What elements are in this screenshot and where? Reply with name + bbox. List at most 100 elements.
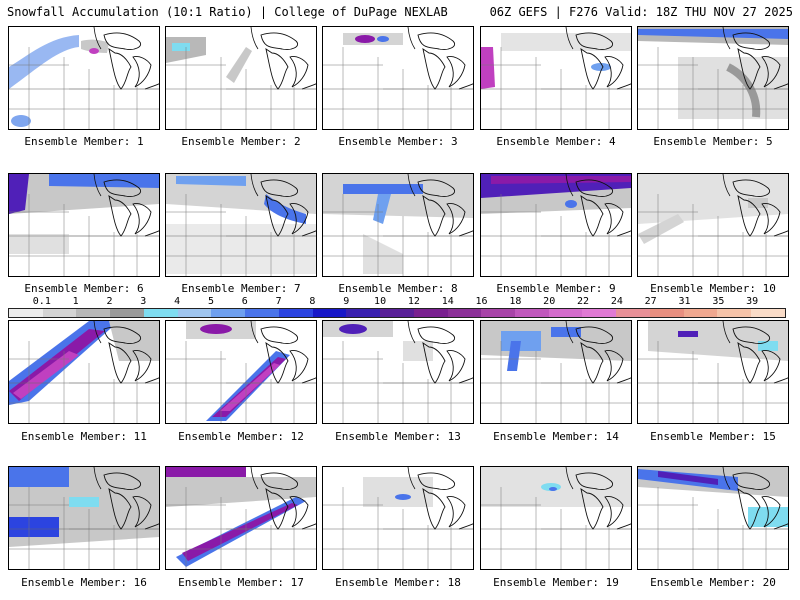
member-map-15 <box>637 320 789 424</box>
member-map-4 <box>480 26 632 130</box>
colorbar-segment <box>481 309 516 317</box>
colorbar-segment <box>717 309 752 317</box>
colorbar-segment <box>211 309 246 317</box>
snowfall-map <box>638 27 788 129</box>
snowfall-map <box>638 467 788 569</box>
colorbar-segment <box>380 309 414 317</box>
member-label: Ensemble Member: 9 <box>496 282 616 295</box>
member-map-18 <box>322 466 474 570</box>
colorbar-segment <box>413 309 448 317</box>
colorbar-tick-label: 12 <box>407 296 420 307</box>
snowfall-map <box>166 467 316 569</box>
snowfall-map <box>481 321 631 423</box>
snowfall-map <box>481 174 631 276</box>
colorbar-tick-label: 8 <box>309 296 316 307</box>
member-map-11 <box>8 320 160 424</box>
snowfall-map <box>638 321 788 423</box>
member-label: Ensemble Member: 20 <box>650 576 776 589</box>
colorbar-segment <box>346 309 381 317</box>
member-label: Ensemble Member: 14 <box>493 430 619 443</box>
snowfall-map <box>166 174 316 276</box>
member-label: Ensemble Member: 11 <box>21 430 147 443</box>
snowfall-map <box>9 174 159 276</box>
colorbar-segment <box>616 309 650 317</box>
member-label: Ensemble Member: 7 <box>181 282 301 295</box>
snowfall-map <box>481 467 631 569</box>
member-label: Ensemble Member: 17 <box>178 576 304 589</box>
snowfall-map <box>481 27 631 129</box>
colorbar-tick-label: 6 <box>241 296 248 307</box>
member-label: Ensemble Member: 6 <box>24 282 144 295</box>
snowfall-map <box>9 467 159 569</box>
colorbar-segment <box>245 309 279 317</box>
colorbar-segment <box>177 309 212 317</box>
member-map-14 <box>480 320 632 424</box>
member-label: Ensemble Member: 1 <box>24 135 144 148</box>
member-label: Ensemble Member: 19 <box>493 576 619 589</box>
member-map-9 <box>480 173 632 277</box>
member-map-2 <box>165 26 317 130</box>
map-title: Snowfall Accumulation (10:1 Ratio) | Col… <box>7 5 448 19</box>
member-map-6 <box>8 173 160 277</box>
colorbar-segment <box>683 309 718 317</box>
colorbar-tick-label: 2 <box>106 296 113 307</box>
snowfall-map <box>9 27 159 129</box>
member-label: Ensemble Member: 4 <box>496 135 616 148</box>
colorbar-labels: 0.1 1 2 3 4 5 6 7 8 9 10 12 14 16 18 20 22 24 27 31 35 39 <box>8 296 786 308</box>
member-map-16 <box>8 466 160 570</box>
colorbar-segment <box>751 309 785 317</box>
member-label: Ensemble Member: 8 <box>338 282 458 295</box>
member-map-1 <box>8 26 160 130</box>
member-label: Ensemble Member: 5 <box>653 135 773 148</box>
member-map-12 <box>165 320 317 424</box>
member-map-19 <box>480 466 632 570</box>
colorbar-tick-label: 27 <box>644 296 657 307</box>
member-map-3 <box>322 26 474 130</box>
colorbar-segment <box>515 309 549 317</box>
member-map-5 <box>637 26 789 130</box>
colorbar-tick-label: 31 <box>678 296 691 307</box>
colorbar-segment <box>312 309 347 317</box>
colorbar-tick-label: 20 <box>543 296 556 307</box>
snowfall-map <box>323 467 473 569</box>
colorbar-tick-label: 22 <box>577 296 590 307</box>
member-label: Ensemble Member: 18 <box>335 576 461 589</box>
colorbar-tick-label: 14 <box>441 296 454 307</box>
member-label: Ensemble Member: 15 <box>650 430 776 443</box>
colorbar-tick-label: 9 <box>343 296 350 307</box>
colorbar-segment <box>76 309 111 317</box>
snowfall-colorbar <box>8 308 786 318</box>
member-map-10 <box>637 173 789 277</box>
map-header: Snowfall Accumulation (10:1 Ratio) | Col… <box>0 0 800 24</box>
colorbar-tick-label: 24 <box>610 296 623 307</box>
snowfall-map <box>323 321 473 423</box>
colorbar-segment <box>143 309 178 317</box>
snowfall-map <box>638 174 788 276</box>
member-map-8 <box>322 173 474 277</box>
member-map-13 <box>322 320 474 424</box>
member-label: Ensemble Member: 16 <box>21 576 147 589</box>
colorbar-tick-label: 3 <box>140 296 147 307</box>
snowfall-map <box>323 27 473 129</box>
member-label: Ensemble Member: 3 <box>338 135 458 148</box>
snowfall-map <box>323 174 473 276</box>
member-map-7 <box>165 173 317 277</box>
member-map-20 <box>637 466 789 570</box>
member-label: Ensemble Member: 13 <box>335 430 461 443</box>
colorbar-tick-label: 16 <box>475 296 488 307</box>
member-label: Ensemble Member: 2 <box>181 135 301 148</box>
member-map-17 <box>165 466 317 570</box>
colorbar-tick-label: 4 <box>174 296 181 307</box>
colorbar-tick-label: 18 <box>509 296 522 307</box>
snowfall-map <box>166 321 316 423</box>
colorbar-segment <box>278 309 313 317</box>
snowfall-map <box>9 321 159 423</box>
colorbar-segment <box>582 309 617 317</box>
colorbar-tick-label: 7 <box>275 296 282 307</box>
colorbar-segment <box>42 309 77 317</box>
colorbar-segment <box>649 309 684 317</box>
colorbar-segment <box>548 309 583 317</box>
run-info: 06Z GEFS | F276 Valid: 18Z THU NOV 27 20… <box>489 5 793 19</box>
colorbar-tick-label: 35 <box>712 296 725 307</box>
colorbar-tick-label: 1 <box>72 296 79 307</box>
